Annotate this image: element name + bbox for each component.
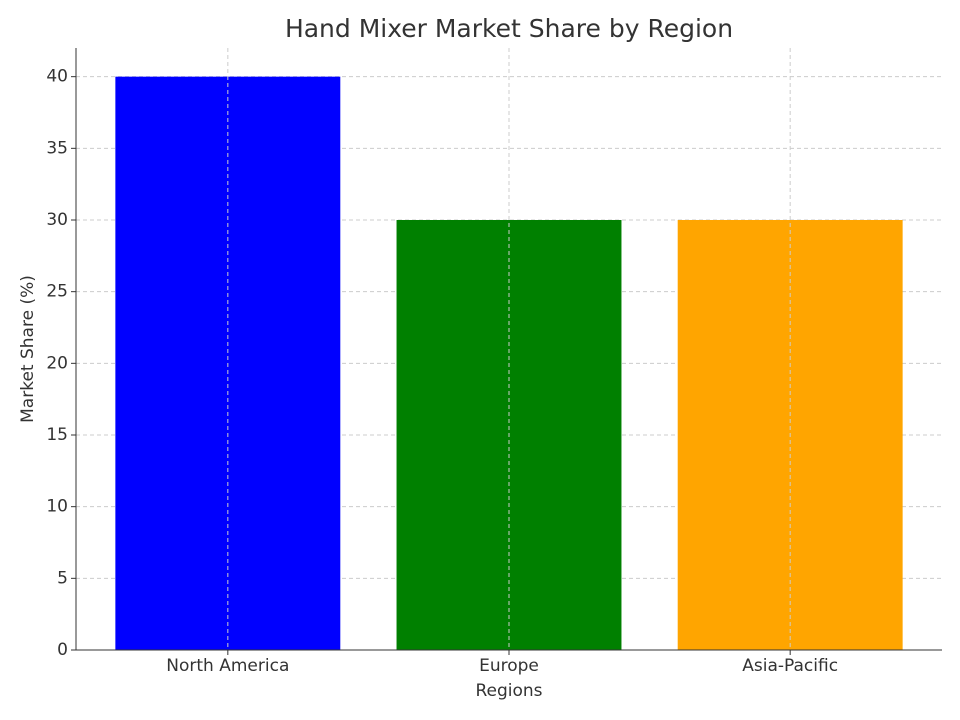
x-tick-label: Europe: [479, 656, 539, 676]
y-tick-label: 20: [46, 353, 68, 373]
y-tick-label: 25: [46, 282, 68, 302]
x-tick-label: Asia-Pacific: [742, 656, 838, 676]
y-axis-label: Market Share (%): [18, 275, 38, 423]
y-tick-label: 40: [46, 67, 68, 87]
y-tick-label: 10: [46, 497, 68, 517]
y-tick-label: 35: [46, 138, 68, 158]
y-tick-label: 30: [46, 210, 68, 230]
y-tick-label: 0: [57, 640, 68, 660]
y-tick-label: 15: [46, 425, 68, 445]
x-axis-label: Regions: [475, 681, 542, 701]
x-tick-label: North America: [166, 656, 289, 676]
y-tick-label: 5: [57, 568, 68, 588]
chart-title: Hand Mixer Market Share by Region: [285, 14, 733, 43]
